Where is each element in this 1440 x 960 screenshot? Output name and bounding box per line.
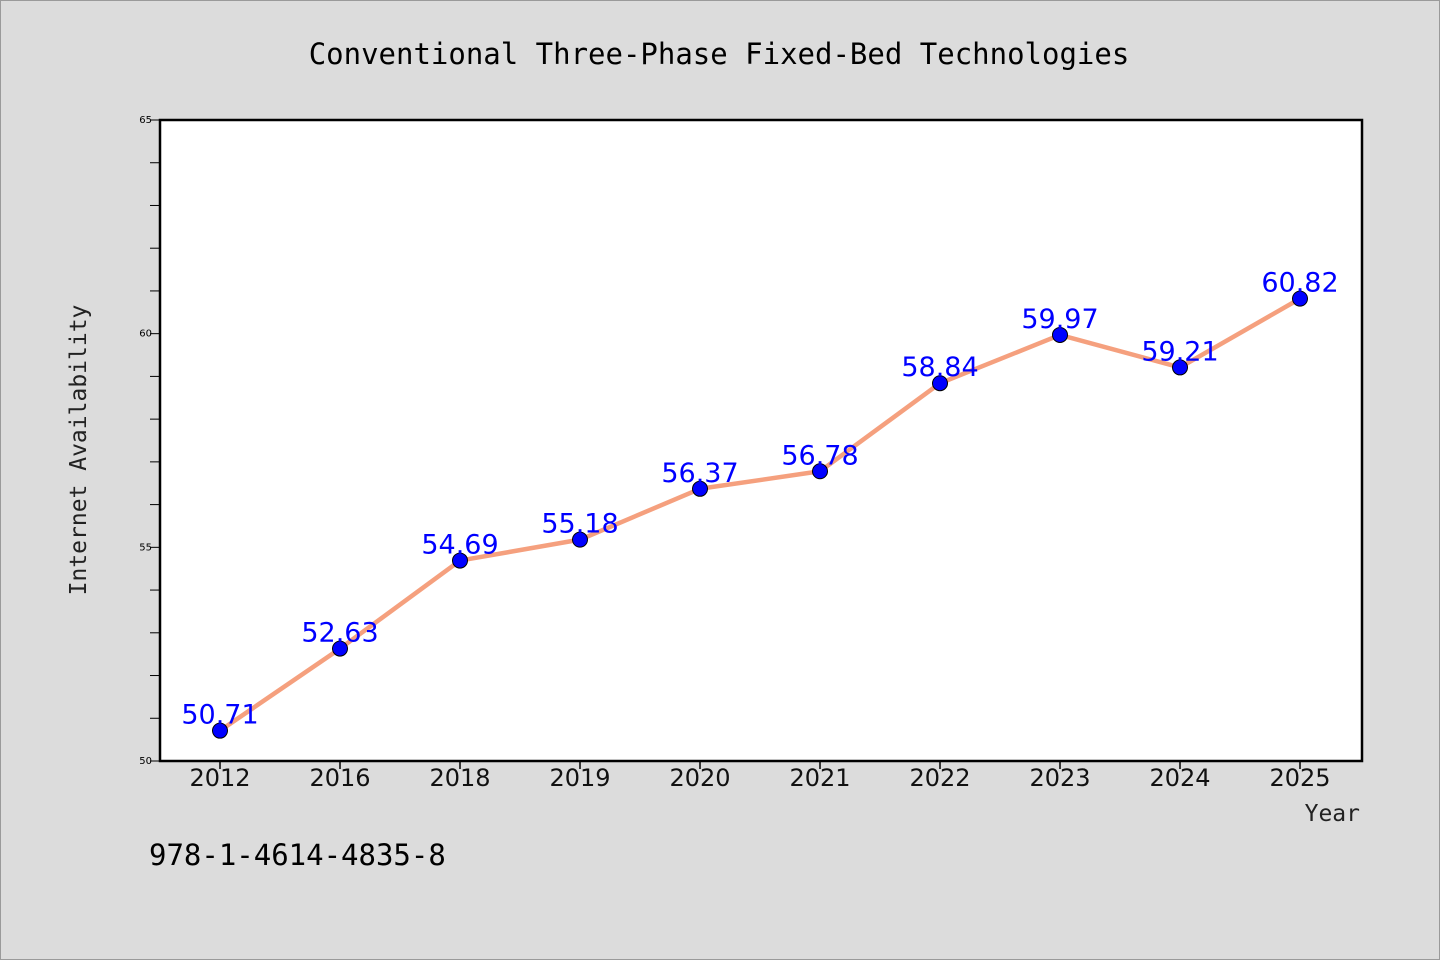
data-point [1172, 359, 1188, 376]
data-label: 60.82 [1261, 268, 1338, 299]
x-tick-label: 2023 [1029, 764, 1090, 792]
x-tick-label: 2012 [189, 764, 250, 792]
chart-title: Conventional Three-Phase Fixed-Bed Techn… [309, 37, 1130, 71]
x-tick-label: 2022 [909, 764, 970, 792]
data-labels: 50.71 52.63 54.69 55.18 56.37 56.78 58.84 59.97… [181, 268, 1338, 731]
x-tick-label: 2025 [1269, 764, 1330, 792]
data-point [452, 552, 468, 569]
data-label: 52.63 [301, 618, 378, 649]
y-axis-label: Internet Availability [66, 305, 92, 596]
data-label: 59.21 [1141, 336, 1218, 367]
data-label: 54.69 [421, 530, 498, 561]
data-point [332, 640, 348, 657]
x-axis-ticks: 2012 2016 2018 2019 2020 2021 2022 2023 2024 2025 [189, 761, 1331, 792]
data-label: 55.18 [541, 509, 618, 540]
plot-area [158, 118, 1364, 763]
y-tick-label: 55 [139, 542, 152, 553]
series-line [217, 296, 1303, 733]
data-point [1052, 326, 1068, 343]
x-tick-label: 2019 [549, 764, 610, 792]
y-tick-label: 60 [139, 329, 152, 340]
x-tick-label: 2018 [429, 764, 490, 792]
data-label: 59.97 [1021, 304, 1098, 335]
x-tick-label: 2021 [789, 764, 850, 792]
data-point [932, 375, 948, 392]
data-markers [212, 290, 1308, 739]
data-label: 50.71 [181, 700, 258, 731]
x-tick-label: 2020 [669, 764, 730, 792]
x-axis-label: Year [1305, 801, 1360, 827]
data-label: 58.84 [901, 352, 978, 383]
x-tick-label: 2016 [309, 764, 370, 792]
data-point [812, 463, 828, 480]
isbn-annotation: 978-1-4614-4835-8 [149, 838, 446, 872]
data-label: 56.37 [661, 458, 738, 489]
x-tick-label: 2024 [1149, 764, 1210, 792]
data-point [692, 480, 708, 497]
data-point [1292, 290, 1308, 307]
y-tick-label: 65 [139, 115, 152, 126]
y-tick-label: 50 [139, 756, 152, 767]
data-label: 56.78 [781, 440, 858, 471]
data-point [212, 722, 228, 739]
y-axis-ticks: 50 55 60 65 [139, 115, 160, 767]
data-point [572, 531, 588, 548]
